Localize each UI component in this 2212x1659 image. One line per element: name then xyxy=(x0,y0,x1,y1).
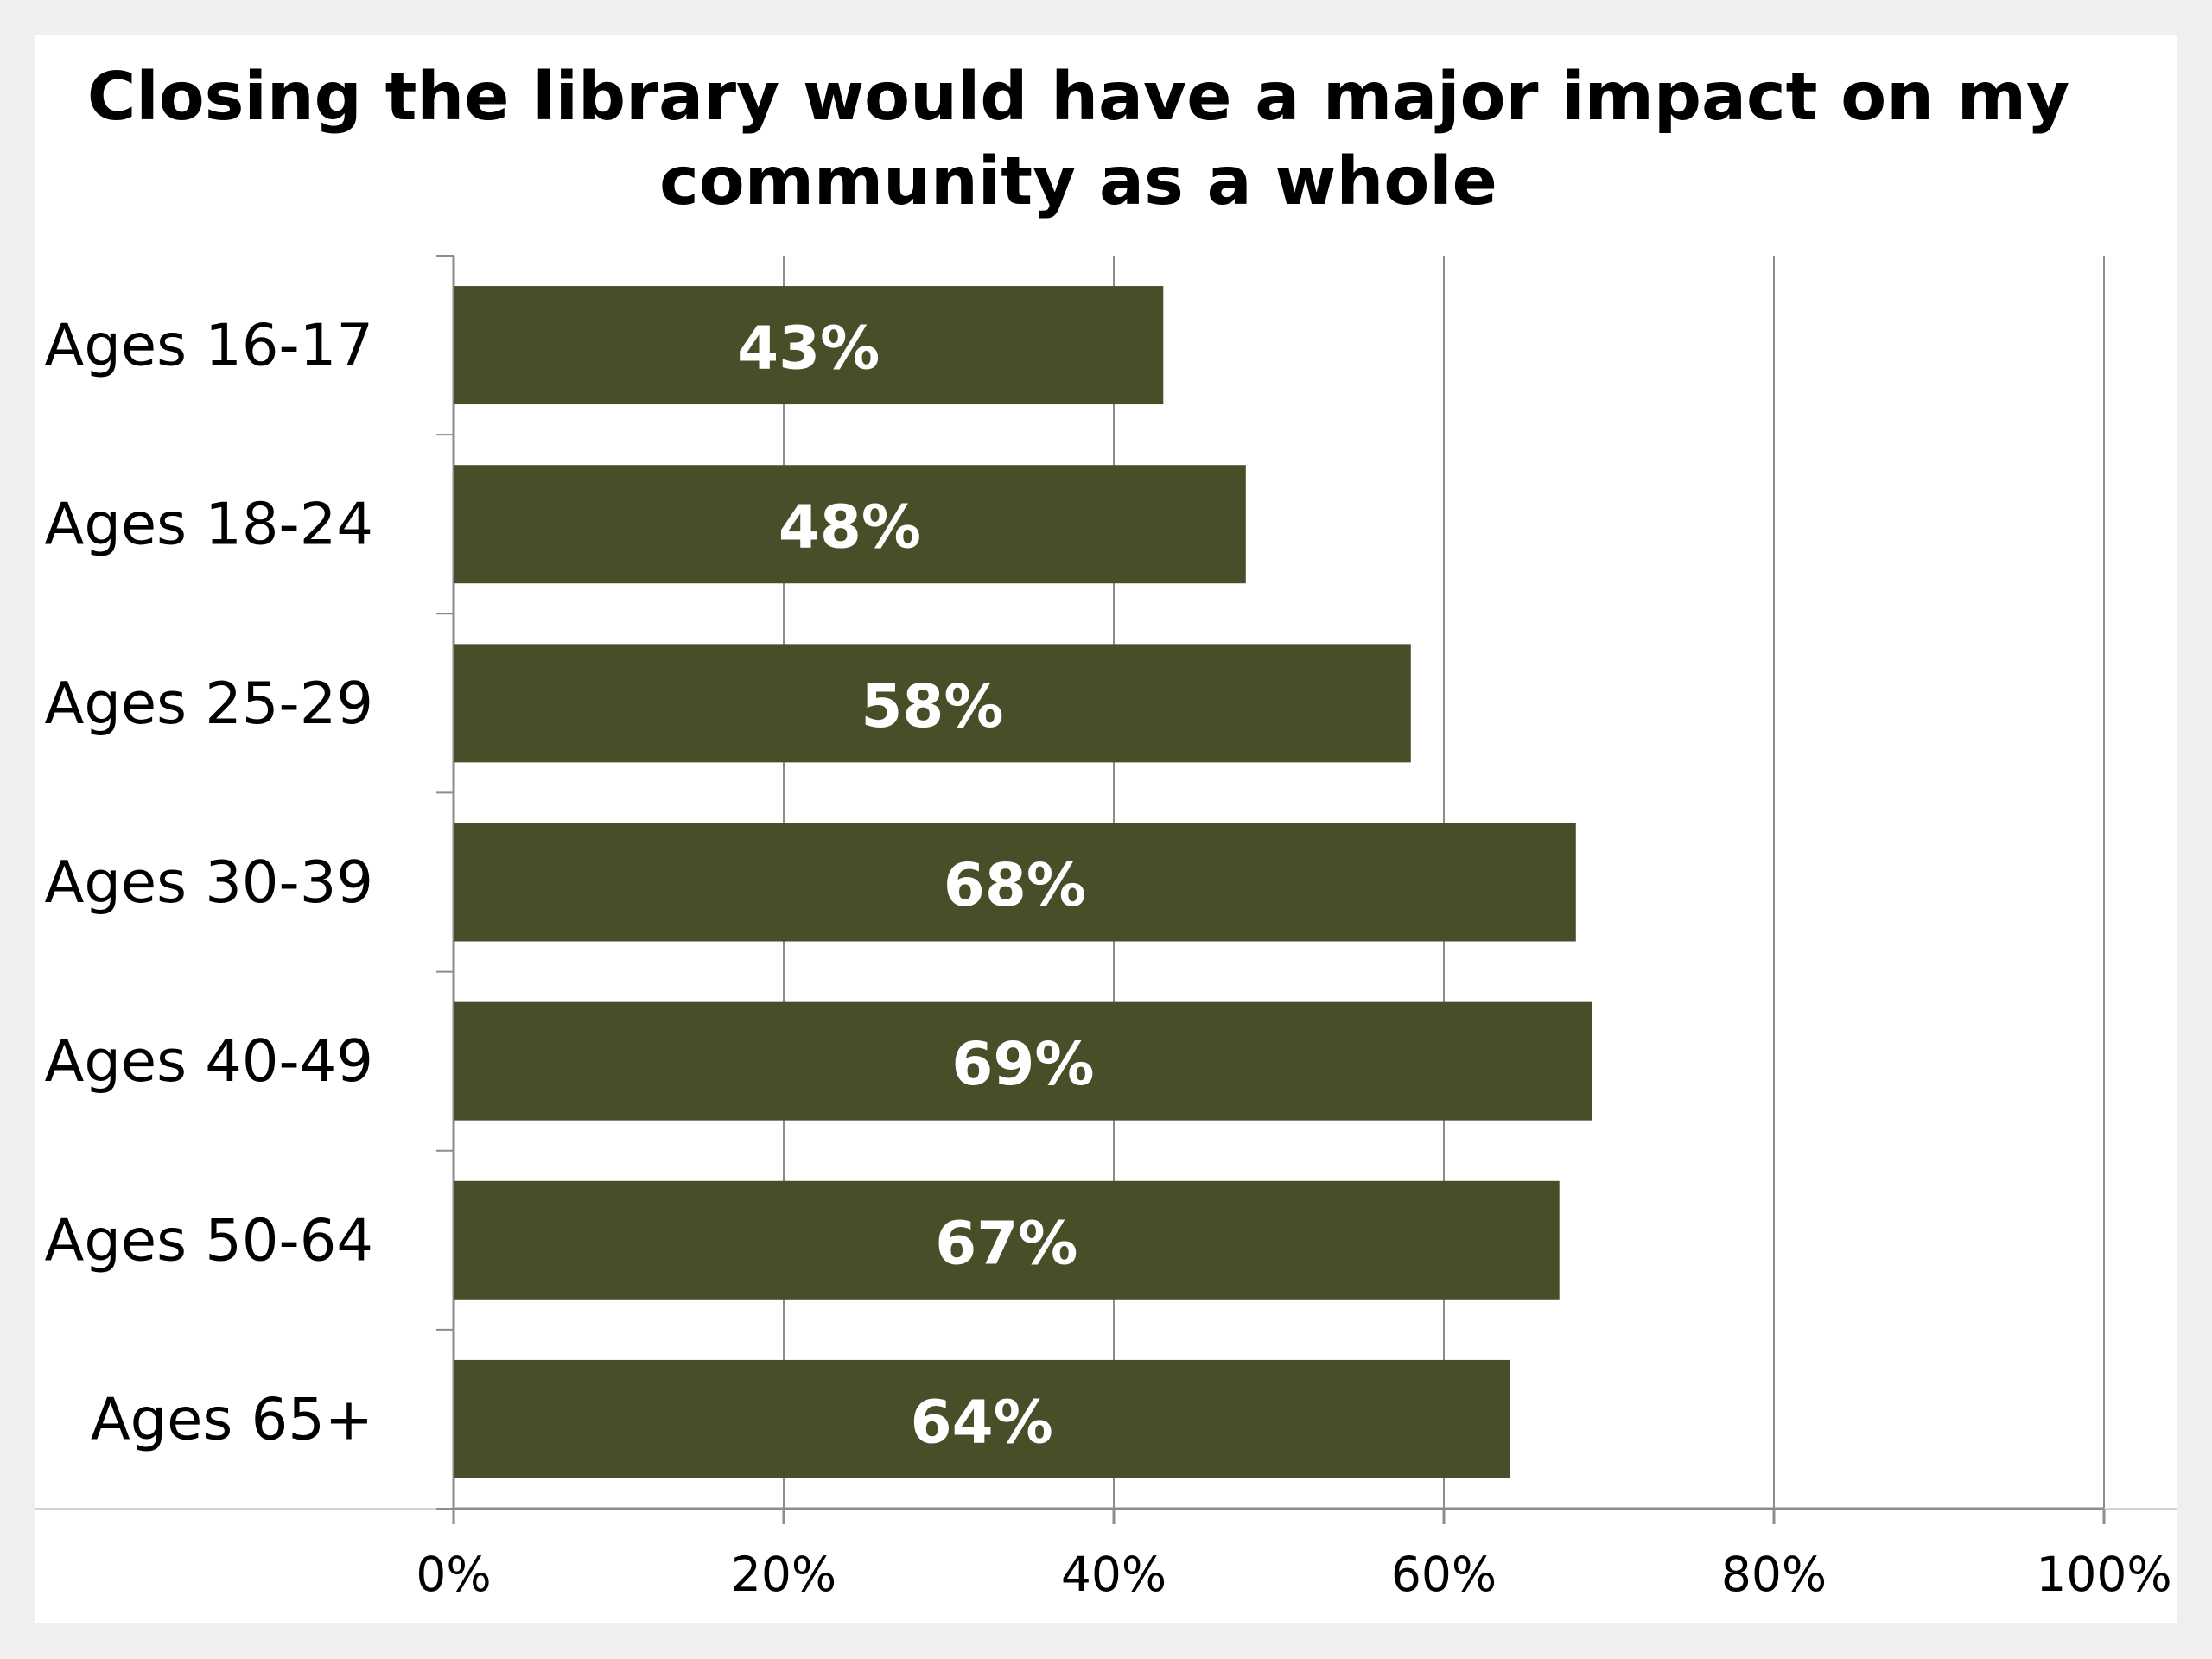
category-label-2: Ages 25-29 xyxy=(45,670,373,737)
x-tick-label-2: 40% xyxy=(1061,1547,1166,1602)
data-label-4: 69% xyxy=(951,1030,1094,1099)
bar-1 xyxy=(454,465,1246,584)
data-label-1: 48% xyxy=(779,493,921,563)
category-label-0: Ages 16-17 xyxy=(45,312,373,379)
x-tick-label-5: 100% xyxy=(2036,1547,2171,1602)
bar-6 xyxy=(454,1359,1510,1478)
x-tick-label-3: 60% xyxy=(1391,1547,1497,1602)
x-tick-label-0: 0% xyxy=(416,1547,491,1602)
bar-0 xyxy=(454,286,1164,405)
data-label-3: 68% xyxy=(944,851,1086,920)
category-label-3: Ages 30-39 xyxy=(45,849,373,916)
bar-2 xyxy=(454,644,1411,763)
bar-5 xyxy=(454,1180,1560,1300)
data-label-0: 43% xyxy=(737,315,880,384)
category-label-5: Ages 50-64 xyxy=(45,1206,373,1274)
x-tick-label-4: 80% xyxy=(1721,1547,1827,1602)
category-label-1: Ages 18-24 xyxy=(45,491,373,558)
bar-4 xyxy=(454,1001,1592,1121)
x-tick-label-1: 20% xyxy=(731,1547,836,1602)
bar-3 xyxy=(454,823,1576,942)
data-label-5: 67% xyxy=(935,1209,1077,1278)
category-label-6: Ages 65+ xyxy=(91,1385,373,1452)
category-label-4: Ages 40-49 xyxy=(45,1027,373,1095)
data-label-6: 64% xyxy=(911,1388,1053,1457)
chart-title: Closing the library would have a major i… xyxy=(86,59,2070,220)
data-label-2: 58% xyxy=(861,672,1003,741)
